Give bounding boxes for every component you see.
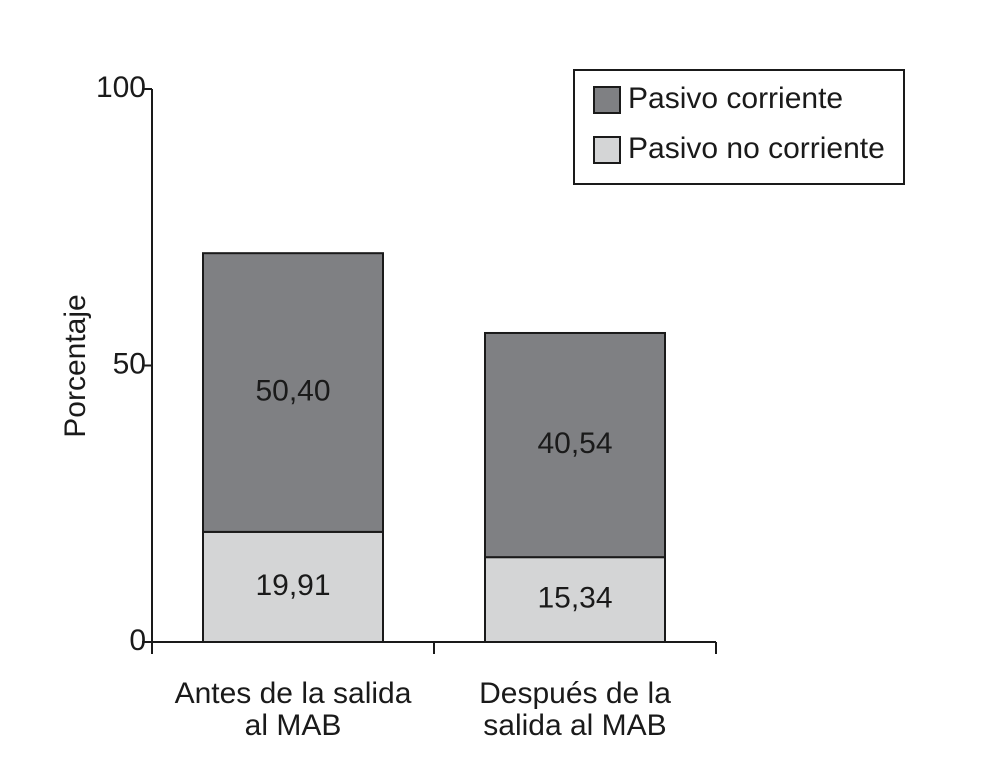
bars-group [202, 252, 666, 644]
legend-swatch [593, 136, 621, 164]
y-tick-label: 100 [96, 71, 146, 104]
legend: Pasivo corriente Pasivo no corriente [573, 69, 905, 185]
data-label: 15,34 [537, 582, 612, 615]
bar-segment [484, 331, 666, 559]
data-labels-group: 19,91 50,40 15,34 40,54 [255, 374, 612, 614]
bar-segment [202, 530, 384, 644]
legend-box [573, 69, 905, 185]
x-category-label: Antes de la salida [175, 677, 412, 710]
x-category-label: salida al MAB [483, 709, 666, 742]
data-label: 40,54 [537, 427, 612, 460]
legend-label: Pasivo corriente [628, 82, 843, 115]
x-category-label: Después de la [479, 677, 671, 710]
legend-label: Pasivo no corriente [628, 132, 885, 165]
x-category-label: al MAB [245, 709, 342, 742]
data-label: 19,91 [255, 569, 330, 602]
legend-swatch [593, 86, 621, 114]
y-tick-label: 0 [129, 624, 146, 657]
y-ticks-group: 0 50 100 [96, 71, 152, 657]
y-tick-label: 50 [113, 347, 146, 380]
data-label: 50,40 [255, 374, 330, 407]
bar-segment [202, 252, 384, 533]
y-axis-label: Porcentaje [59, 294, 92, 437]
x-ticks-group [151, 642, 717, 654]
